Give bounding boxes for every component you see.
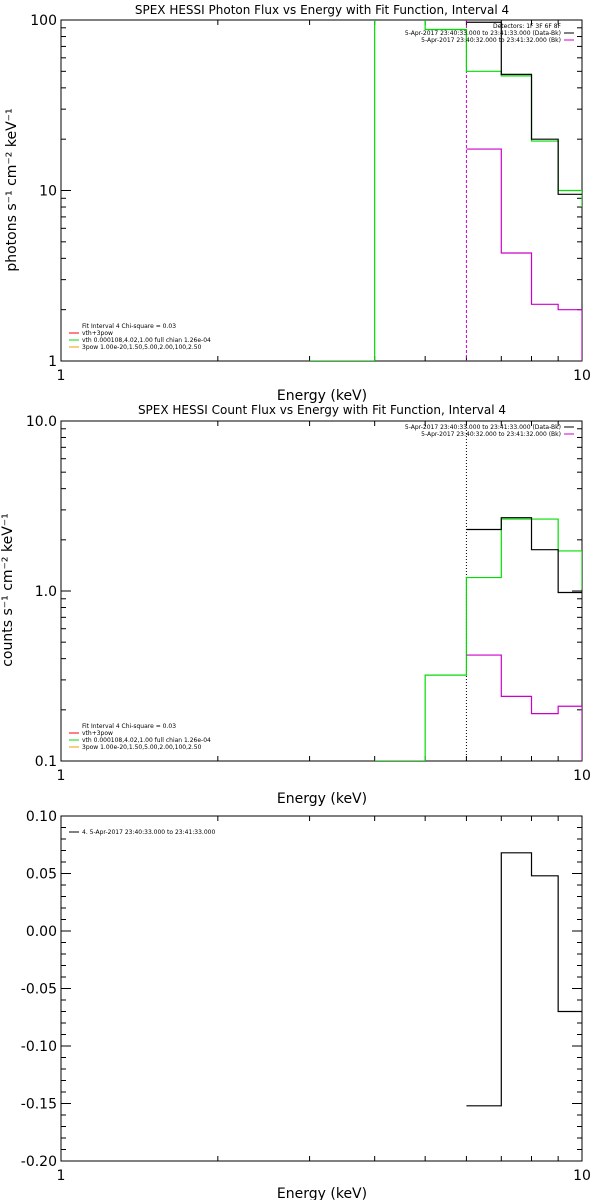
y-tick-label: -0.10 bbox=[21, 1039, 57, 1055]
y-tick-label: 0.05 bbox=[26, 867, 57, 883]
x-tick-label: 10 bbox=[573, 1168, 591, 1184]
series-line bbox=[466, 21, 582, 195]
legend-entry: 5-Apr-2017 23:40:32.000 to 23:41:32.000 … bbox=[421, 431, 561, 438]
legend-entry: Detectors: 1F 3F 6F 8F bbox=[493, 23, 562, 30]
y-axis-label: photons s⁻¹ cm⁻² keV⁻¹ bbox=[4, 108, 20, 271]
legend: 4. 5-Apr-2017 23:40:33.000 to 23:41:33.0… bbox=[69, 829, 215, 836]
x-axis-ticks: 1 10 bbox=[57, 20, 591, 384]
x-tick-label: 1 bbox=[57, 1168, 66, 1184]
legend-entry: 4. 5-Apr-2017 23:40:33.000 to 23:41:33.0… bbox=[82, 829, 215, 836]
legend: Fit Interval 4 Chi-square = 0.03vth+3pow… bbox=[69, 723, 211, 751]
plot-frame bbox=[60, 815, 583, 1162]
legend-entry: 3pow 1.00e-20,1.50,5.00,2.00,100,2.50 bbox=[82, 344, 202, 351]
residual-panel: Energy (keV) -0.20 -0.15 -0.10 -0.05 0.00 0.0… bbox=[21, 809, 591, 1200]
y-tick-label: -0.15 bbox=[21, 1097, 57, 1113]
y-tick-label: 10.0 bbox=[26, 414, 57, 430]
data-area bbox=[374, 421, 582, 761]
legend: 5-Apr-2017 23:40:33.000 to 23:41:33.000 … bbox=[405, 424, 574, 438]
legend-entry: 5-Apr-2017 23:40:33.000 to 23:41:33.000 … bbox=[405, 424, 561, 431]
legend-entry: vth+3pow bbox=[82, 330, 113, 337]
y-tick-label: 0.00 bbox=[26, 924, 57, 940]
y-tick-label: 0.10 bbox=[26, 809, 57, 825]
legend-entry: vth+3pow bbox=[82, 730, 113, 737]
legend-entry: vth 0.000108,4.02,1.00 full chian 1.26e-… bbox=[82, 337, 211, 344]
y-tick-label: 0.1 bbox=[35, 754, 57, 770]
series-line bbox=[466, 148, 582, 361]
x-axis-label: Energy (keV) bbox=[277, 1186, 367, 1200]
x-tick-label: 10 bbox=[573, 368, 591, 384]
series-line bbox=[466, 852, 582, 1107]
series-line bbox=[466, 517, 582, 594]
legend: Detectors: 1F 3F 6F 8F5-Apr-2017 23:40:3… bbox=[405, 23, 574, 44]
x-tick-label: 1 bbox=[57, 768, 66, 784]
photon-flux-panel: SPEX HESSI Photon Flux vs Energy with Fi… bbox=[4, 3, 591, 404]
y-axis-ticks: 0.1 1.0 10.0 bbox=[26, 414, 582, 770]
legend-entry: Fit Interval 4 Chi-square = 0.03 bbox=[82, 723, 176, 730]
legend-entry: vth 0.000108,4.02,1.00 full chian 1.26e-… bbox=[82, 737, 211, 744]
x-axis-label: Energy (keV) bbox=[277, 791, 367, 807]
plot-frame bbox=[60, 19, 583, 362]
x-tick-label: 1 bbox=[57, 368, 66, 384]
y-axis-ticks: 1 10 100 bbox=[30, 13, 582, 370]
legend: Fit Interval 4 Chi-square = 0.03vth+3pow… bbox=[69, 323, 211, 351]
legend-entry: Fit Interval 4 Chi-square = 0.03 bbox=[82, 323, 176, 330]
y-axis-ticks: -0.20 -0.15 -0.10 -0.05 0.00 0.05 0.10 bbox=[21, 809, 582, 1170]
y-tick-label: 1.0 bbox=[35, 584, 57, 600]
y-tick-label: 10 bbox=[39, 184, 57, 200]
y-axis-label: counts s⁻¹ cm⁻² keV⁻¹ bbox=[0, 513, 16, 667]
y-tick-label: 100 bbox=[30, 13, 57, 29]
y-tick-label: -0.20 bbox=[21, 1154, 57, 1170]
chart-title: SPEX HESSI Count Flux vs Energy with Fit… bbox=[138, 403, 506, 417]
legend-entry: 5-Apr-2017 23:40:33.000 to 23:41:33.000 … bbox=[405, 30, 561, 37]
data-area bbox=[466, 852, 582, 1107]
x-axis-label: Energy (keV) bbox=[277, 388, 367, 404]
chart-title: SPEX HESSI Photon Flux vs Energy with Fi… bbox=[135, 3, 509, 17]
series-line bbox=[374, 518, 582, 761]
data-area bbox=[309, 20, 582, 361]
series-line bbox=[309, 20, 582, 361]
count-flux-panel: SPEX HESSI Count Flux vs Energy with Fit… bbox=[0, 403, 591, 807]
x-axis-ticks: 1 10 bbox=[57, 816, 591, 1184]
y-tick-label: -0.05 bbox=[21, 982, 57, 998]
plot-frame bbox=[60, 420, 583, 762]
legend-entry: 3pow 1.00e-20,1.50,5.00,2.00,100,2.50 bbox=[82, 744, 202, 751]
x-tick-label: 10 bbox=[573, 768, 591, 784]
legend-entry: 5-Apr-2017 23:40:32.000 to 23:41:32.000 … bbox=[421, 37, 561, 44]
y-tick-label: 1 bbox=[48, 354, 57, 370]
series-line bbox=[466, 654, 582, 761]
